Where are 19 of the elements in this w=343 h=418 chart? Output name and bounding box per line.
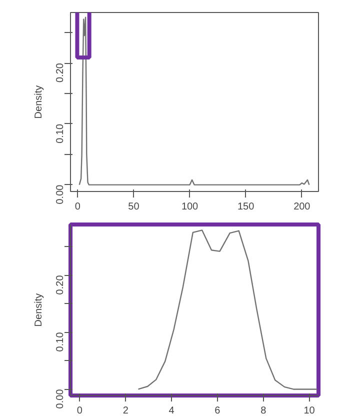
x-tick-label: 0 [74,202,81,212]
x-tick-label: 8 [260,406,267,416]
y-axis-title: Density [34,85,44,119]
x-tick-label: 0 [76,406,83,416]
x-tick-label: 50 [128,202,140,212]
y-axis-title: Density [34,293,44,327]
x-tick-label: 100 [181,202,199,212]
x-tick-label: 150 [238,202,255,212]
y-tick-label: 0.00 [55,184,66,204]
x-tick-label: 4 [168,406,175,416]
y-tick-label: 0.20 [55,62,66,82]
x-tick-label: 10 [304,406,316,416]
y-tick-label: 0.00 [55,388,66,409]
x-tick-label: 200 [294,202,311,212]
y-tick-label: 0.20 [55,274,66,295]
x-tick-label: 6 [214,406,221,416]
y-tick-label: 0.10 [55,332,66,352]
x-tick-label: 2 [122,406,129,416]
y-tick-label: 0.10 [55,123,66,144]
